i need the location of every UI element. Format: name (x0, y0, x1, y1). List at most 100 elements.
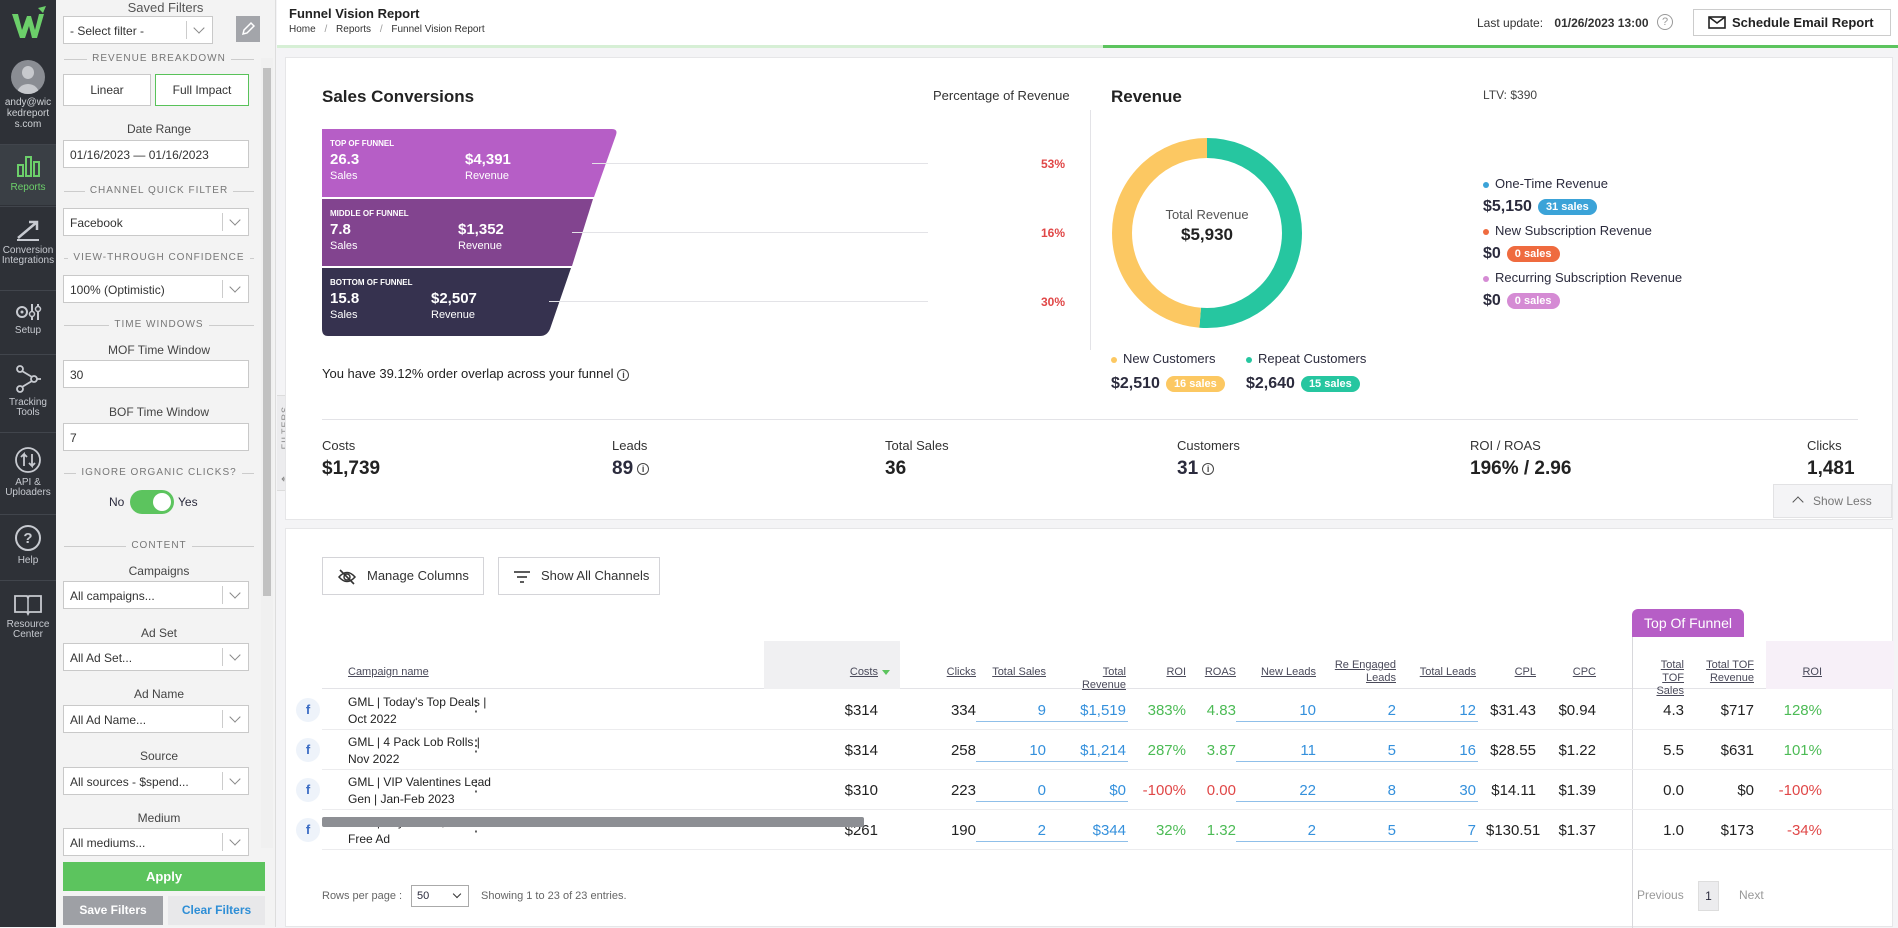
col-total-tof-sales[interactable]: Total TOF Sales (1656, 659, 1684, 697)
campaign-name[interactable]: GML | VIP Valentines Lead Gen | Jan-Feb … (348, 775, 491, 806)
chevron-down-icon (222, 772, 248, 790)
nav-item-reports[interactable]: Reports (0, 145, 56, 205)
cell-total-leads[interactable]: 7 (1467, 822, 1476, 839)
col-total-sales[interactable]: Total Sales (992, 666, 1046, 678)
channel-quick-filter-heading: CHANNEL QUICK FILTER (84, 185, 234, 196)
legend-dot (1483, 228, 1489, 235)
col-cpc[interactable]: CPC (1572, 666, 1596, 678)
save-filters-button[interactable]: Save Filters (63, 896, 163, 925)
source-select[interactable]: All sources - $spend... (63, 767, 249, 795)
cell-new-leads[interactable]: 11 (1300, 742, 1316, 759)
cell-sales[interactable]: 0 (1037, 782, 1046, 799)
toggle-no-label: No (109, 495, 125, 509)
cell-reengaged[interactable]: 8 (1387, 782, 1396, 799)
channel-select[interactable]: Facebook (63, 208, 249, 236)
schedule-email-button[interactable]: Schedule Email Report (1693, 9, 1891, 36)
nav-item-api-uploaders[interactable]: API & Uploaders (0, 446, 56, 506)
adset-select[interactable]: All Ad Set... (63, 643, 249, 671)
donut-value: $5,930 (1181, 225, 1233, 244)
filter-scrollbar-thumb[interactable] (263, 68, 271, 596)
facebook-icon: f (296, 698, 320, 722)
cell-tof-sales: 0.0 (1663, 782, 1684, 799)
col-campaign-name[interactable]: Campaign name (348, 666, 429, 678)
rows-per-page-select[interactable]: 50 (411, 885, 469, 907)
cell-revenue[interactable]: $0 (1109, 782, 1126, 799)
ignore-organic-toggle[interactable] (130, 490, 174, 514)
view-through-select[interactable]: 100% (Optimistic) (63, 275, 249, 303)
row-menu-icon[interactable]: ⋮ (468, 738, 484, 755)
cell-tof-revenue: $717 (1720, 702, 1754, 719)
cell-total-leads[interactable]: 12 (1459, 702, 1476, 719)
row-menu-icon[interactable]: ⋮ (468, 698, 484, 715)
cell-cpc: $1.22 (1558, 742, 1596, 759)
overlap-text: You have 39.12% order overlap across you… (322, 366, 614, 381)
full-impact-toggle[interactable]: Full Impact (155, 74, 249, 106)
cell-sales[interactable]: 10 (1029, 742, 1046, 759)
nav-item-help[interactable]: ? Help (0, 524, 56, 570)
cell-sales[interactable]: 9 (1037, 702, 1046, 719)
col-total-leads[interactable]: Total Leads (1419, 666, 1476, 678)
campaigns-select[interactable]: All campaigns... (63, 581, 249, 609)
col-total-revenue[interactable]: Total Revenue (1081, 666, 1126, 691)
info-icon[interactable]: i (637, 462, 650, 475)
wicked-logo-icon[interactable] (8, 4, 48, 44)
next-button[interactable]: Next (1739, 888, 1764, 902)
date-range-input[interactable]: 01/16/2023 — 01/16/2023 (63, 140, 249, 168)
show-less-button[interactable]: Show Less (1773, 484, 1892, 518)
previous-button[interactable]: Previous (1637, 888, 1684, 902)
section-divider (1090, 110, 1091, 350)
cell-new-leads[interactable]: 2 (1307, 822, 1316, 839)
cell-sales[interactable]: 2 (1037, 822, 1046, 839)
col-roas[interactable]: ROAS (1204, 666, 1236, 678)
clear-filters-button[interactable]: Clear Filters (168, 896, 265, 925)
col-new-leads[interactable]: New Leads (1260, 666, 1316, 678)
info-icon[interactable]: i (617, 368, 630, 381)
adname-select[interactable]: All Ad Name... (63, 705, 249, 733)
col-re-engaged-leads[interactable]: Re Engaged Leads (1334, 659, 1396, 684)
funnel-revenue: $1,352 (458, 221, 504, 238)
col-roi[interactable]: ROI (1166, 666, 1186, 678)
col-clicks[interactable]: Clicks (946, 666, 976, 678)
saved-filter-select[interactable]: - Select filter - (63, 16, 213, 44)
cell-revenue[interactable]: $1,519 (1080, 702, 1126, 719)
edit-filter-button[interactable] (236, 16, 260, 42)
cell-revenue[interactable]: $1,214 (1080, 742, 1126, 759)
nav-item-setup[interactable]: Setup (0, 302, 56, 346)
col-cpl[interactable]: CPL (1514, 666, 1536, 678)
row-menu-icon[interactable]: ⋮ (468, 778, 484, 795)
page-1-button[interactable]: 1 (1698, 881, 1719, 911)
nav-item-tracking-tools[interactable]: Tracking Tools (0, 364, 56, 424)
top-of-funnel-tab[interactable]: Top Of Funnel (1632, 609, 1744, 637)
cell-total-leads[interactable]: 30 (1459, 782, 1476, 799)
ltv: LTV: $390 (1483, 88, 1538, 102)
cell-new-leads[interactable]: 10 (1299, 702, 1316, 719)
bof-input[interactable]: 7 (63, 423, 249, 451)
medium-select[interactable]: All mediums... (63, 828, 249, 856)
cell-new-leads[interactable]: 22 (1299, 782, 1316, 799)
breadcrumb-reports[interactable]: Reports (336, 24, 372, 35)
user-account[interactable]: andy@wickedreports.com (0, 56, 56, 136)
cell-reengaged[interactable]: 2 (1387, 702, 1396, 719)
col-tof-roi[interactable]: ROI (1802, 666, 1822, 678)
cell-reengaged[interactable]: 5 (1387, 822, 1396, 839)
cell-reengaged[interactable]: 5 (1387, 742, 1396, 759)
nav-item-resource-center[interactable]: Resource Center (0, 592, 56, 652)
linear-toggle[interactable]: Linear (63, 74, 151, 106)
apply-button[interactable]: Apply (63, 862, 265, 891)
nav-item-conversion-integrations[interactable]: Conversion Integrations (0, 218, 56, 284)
mof-input[interactable]: 30 (63, 360, 249, 388)
cell-revenue[interactable]: $344 (1092, 822, 1126, 839)
col-total-tof-revenue[interactable]: Total TOF Revenue (1706, 659, 1754, 684)
info-icon[interactable]: i (1202, 462, 1215, 475)
manage-columns-button[interactable]: Manage Columns (322, 557, 484, 595)
cell-total-leads[interactable]: 16 (1459, 742, 1476, 759)
help-icon[interactable]: ? (1657, 14, 1673, 30)
campaign-name[interactable]: GML | Today's Top Deals | Oct 2022 (348, 695, 487, 726)
campaign-name[interactable]: GML | 4 Pack Lob Rolls | Nov 2022 (348, 735, 480, 766)
breadcrumb-home[interactable]: Home (289, 24, 316, 35)
cell-roas: 1.32 (1206, 822, 1236, 839)
show-all-channels-button[interactable]: Show All Channels (498, 557, 660, 595)
table-scrollbar[interactable] (322, 817, 864, 827)
kpi-total-sales-label: Total Sales (885, 438, 949, 453)
col-costs[interactable]: Costs (849, 666, 878, 678)
